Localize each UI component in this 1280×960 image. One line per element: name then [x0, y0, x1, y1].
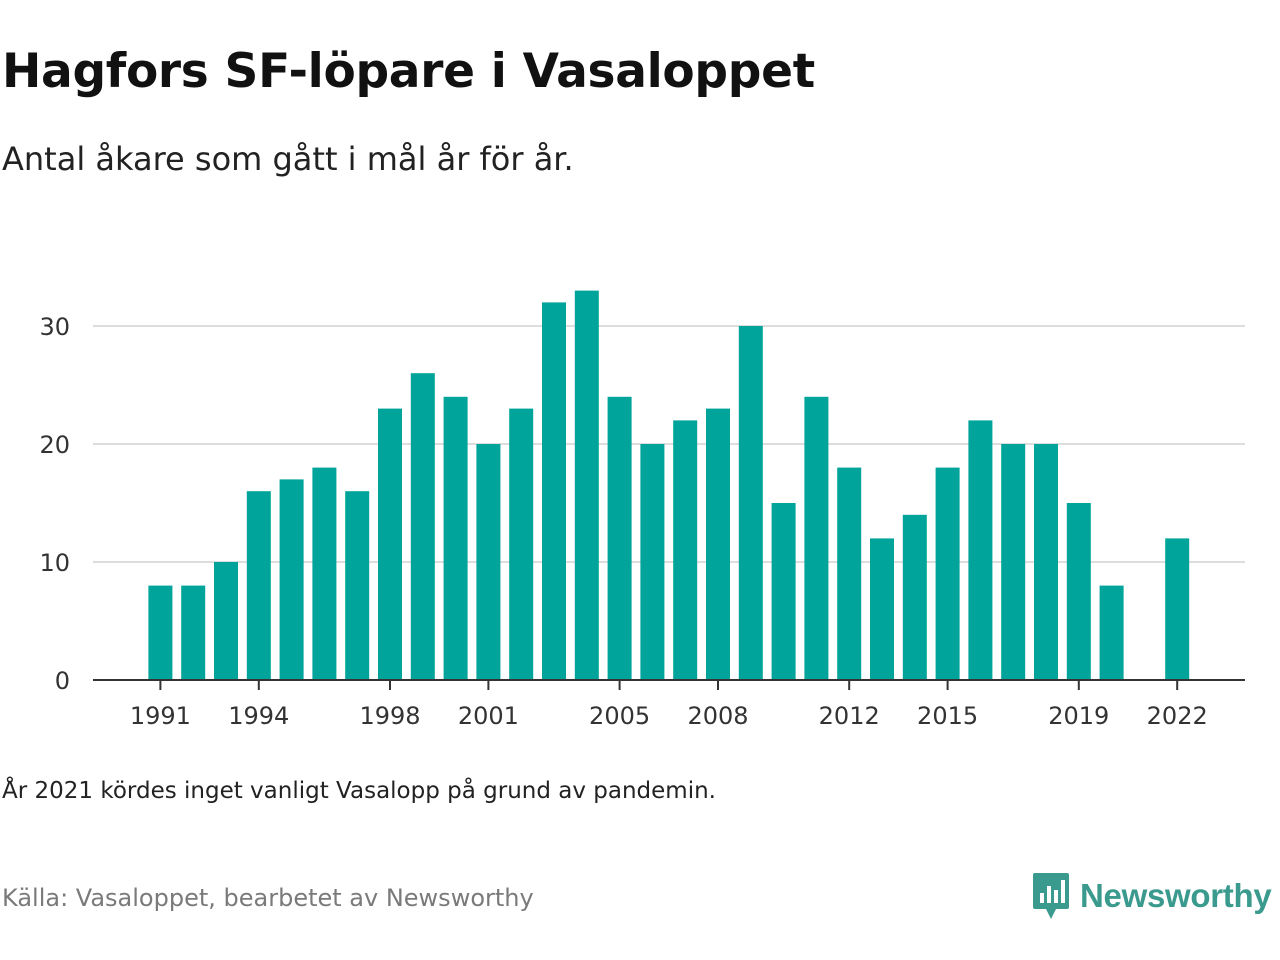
source-text: Källa: Vasaloppet, bearbetet av Newswort… — [2, 884, 534, 912]
axis-layer: 0 10 20 30 1991 1994 1998 2001 2005 2008 2012 2015 2… — [39, 313, 1245, 730]
bar-2001 — [476, 444, 501, 680]
bar-2000 — [443, 396, 468, 680]
bar-1991 — [148, 585, 173, 680]
x-tick-label: 2008 — [687, 702, 748, 730]
y-tick-label: 0 — [55, 667, 70, 695]
bar-2006 — [640, 444, 665, 680]
y-tick-label: 10 — [39, 549, 70, 577]
x-tick-label: 1994 — [228, 702, 289, 730]
brand-logo[interactable]: Newsworthy — [1032, 868, 1272, 924]
bar-2019 — [1066, 503, 1091, 680]
bar-2002 — [509, 408, 534, 680]
bar-1998 — [378, 408, 402, 680]
bar-2017 — [1001, 444, 1026, 680]
x-tick-label: 2005 — [589, 702, 650, 730]
bar-2003 — [542, 302, 566, 680]
bar-2005 — [607, 396, 632, 680]
bar-2008 — [706, 408, 730, 680]
bar-1997 — [345, 491, 370, 680]
bar-2009 — [738, 326, 763, 680]
bar-1999 — [410, 373, 435, 680]
bar-1994 — [246, 491, 271, 680]
x-tick-label: 2022 — [1147, 702, 1208, 730]
bar-1993 — [214, 562, 238, 680]
chart-subtitle: Antal åkare som gått i mål år för år. — [2, 140, 574, 178]
x-tick-label: 2001 — [458, 702, 519, 730]
brand-name: Newsworthy — [1080, 877, 1272, 914]
bar-2007 — [673, 420, 698, 680]
bar-2020 — [1099, 585, 1124, 680]
y-tick-label: 20 — [39, 431, 70, 459]
bar-1996 — [312, 467, 337, 680]
bar-2011 — [804, 396, 829, 680]
chart-note: År 2021 kördes inget vanligt Vasalopp på… — [2, 778, 716, 804]
bar-layer — [148, 290, 1190, 680]
x-tick-label: 2015 — [917, 702, 978, 730]
bar-chart: 0 10 20 30 1991 1994 1998 2001 2005 2008 2012 2015 2… — [39, 290, 1245, 730]
bar-2014 — [902, 514, 927, 680]
x-tick-label: 1998 — [359, 702, 420, 730]
bar-2010 — [771, 503, 796, 680]
x-tick-label: 2019 — [1048, 702, 1109, 730]
x-tick-label: 2012 — [819, 702, 880, 730]
x-tick-label: 1991 — [130, 702, 191, 730]
bar-1995 — [279, 479, 304, 680]
bar-2012 — [837, 467, 862, 680]
bar-2018 — [1034, 444, 1058, 680]
bar-1992 — [181, 585, 206, 680]
bar-2016 — [968, 420, 993, 680]
bar-2004 — [574, 290, 599, 680]
chart-title: Hagfors SF-löpare i Vasaloppet — [2, 44, 815, 99]
bar-2015 — [935, 467, 960, 680]
newsworthy-logo-icon — [1033, 873, 1069, 919]
y-tick-label: 30 — [39, 313, 70, 341]
bar-2013 — [870, 538, 894, 680]
bar-2022 — [1165, 538, 1190, 680]
